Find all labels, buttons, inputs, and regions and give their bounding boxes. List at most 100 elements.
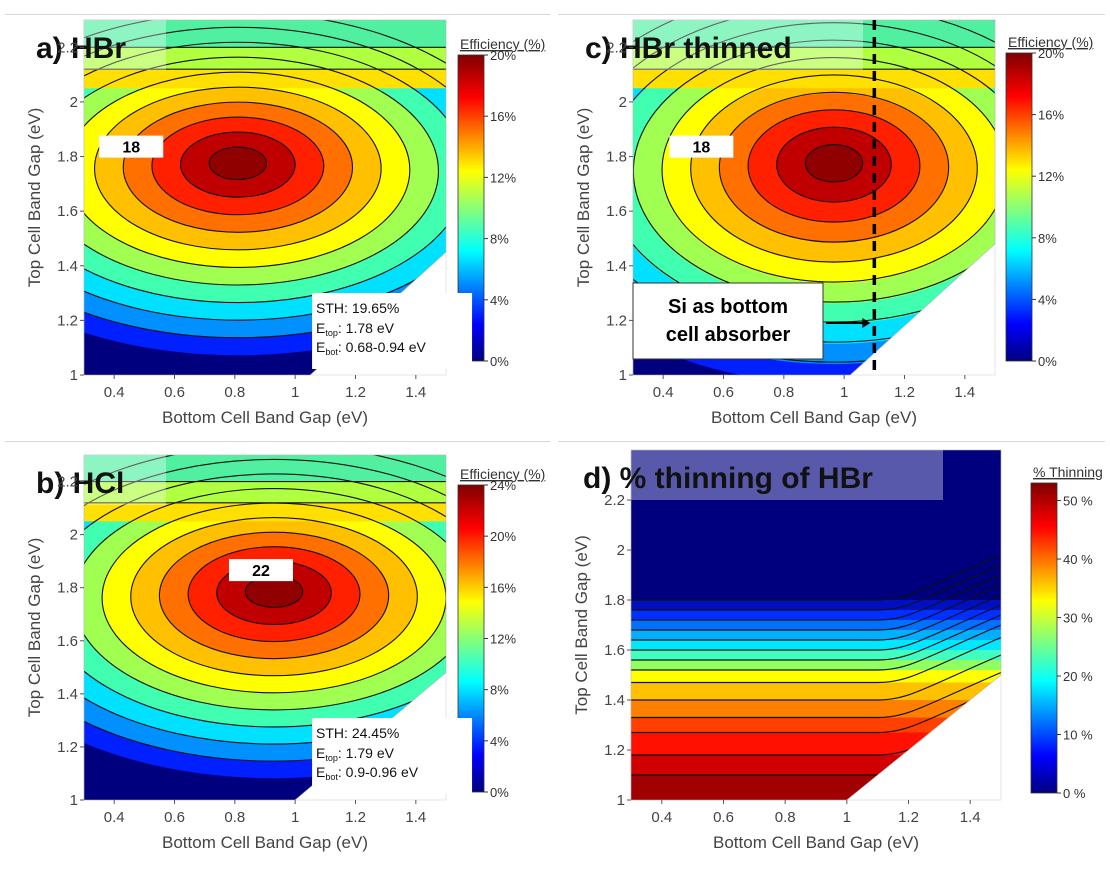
x-tick-label: 1.4 [405,809,426,826]
energy-annotation: Ebot: 0.68-0.94 eV [316,339,426,357]
y-tick-label: 1.2 [57,739,78,756]
colorbar-tick-label: 24% [490,478,516,493]
y-axis-label: Top Cell Band Gap (eV) [25,108,44,288]
colorbar-tick-label: 0% [490,354,509,369]
chart-panel-d: d) % thinning of HBr 0.4 0.6 0.8 1 1.2 1.4 1 1.2… [555,445,1110,864]
y-tick-label: 1.6 [606,203,627,220]
divider-line [558,14,1105,15]
y-tick-label: 1.4 [57,258,78,275]
colorbar-tick-label: 4% [490,734,509,749]
x-tick-label: 1 [843,809,851,826]
divider-line [5,14,550,15]
colorbar-tick-label: 12% [490,632,516,647]
colorbar-title: Efficiency (%) [460,466,545,482]
y-axis-label: Top Cell Band Gap (eV) [25,538,44,718]
y-tick-label: 1.4 [604,692,625,709]
x-tick-label: 1.2 [898,809,919,826]
y-tick-label: 2 [70,527,78,544]
sth-value: STH: 19.65% [316,300,399,316]
panel-label: c) HBr thinned [585,32,792,65]
y-tick-label: 1.2 [604,742,625,759]
x-tick-label: 1 [840,384,848,401]
x-tick-label: 0.8 [775,809,796,826]
colorbar-tick-label: 12% [1038,169,1064,184]
y-tick-label: 2.2 [57,474,78,491]
chart-panel-c: c) HBr thinned 18 0.4 0.6 0.8 1 1.2 1.4 1 1.2 1.4 1… [555,15,1110,435]
x-axis-label: Bottom Cell Band Gap (eV) [711,408,917,427]
colorbar-tick-label: 16% [490,580,516,595]
divider-line [5,441,550,442]
chart-svg-b: b) HCl 22 0.4 0.6 0.8 1 1.2 1.4 1 1.2 1.4 1.6 1.8 2 2.… [25,454,545,852]
x-tick-label: 0.6 [164,809,185,826]
y-tick-label: 1.8 [57,149,78,166]
chart-panel-a: a) HBr 18 0.4 0.6 0.8 1 1.2 1.4 1 1.2 1.4 1.6 1.8 2 2.… [0,15,552,435]
energy-annotation: Etop: 1.78 eV [316,320,395,338]
divider-line [558,441,1105,442]
y-tick-label: 1.2 [57,312,78,329]
y-tick-label: 1.8 [606,149,627,166]
y-tick-label: 2 [619,94,627,111]
colorbar-tick-label: 4% [490,293,509,308]
y-tick-label: 1.8 [604,592,625,609]
chart-svg-d: d) % thinning of HBr 0.4 0.6 0.8 1 1.2 1.4 1 1.2… [572,449,1103,852]
colorbar-tick-label: 4% [1038,292,1057,307]
y-tick-label: 2.2 [606,39,627,56]
x-axis-label: Bottom Cell Band Gap (eV) [162,833,368,852]
x-tick-label: 0.6 [164,384,185,401]
energy-annotation: Ebot: 0.9-0.96 eV [316,764,419,782]
colorbar-tick-label: 40 % [1063,552,1093,567]
peak-label: 18 [122,140,140,157]
peak-label-box [99,135,164,158]
x-tick-label: 1.2 [345,809,366,826]
x-tick-label: 0.6 [713,384,734,401]
colorbar-tick-label: 16% [1038,108,1064,123]
colorbar-title: % Thinning [1033,464,1103,480]
y-axis-label: Top Cell Band Gap (eV) [574,108,593,288]
y-tick-label: 1 [70,792,78,809]
y-tick-label: 1.6 [604,642,625,659]
heatmap-field [633,20,995,375]
x-tick-label: 0.8 [224,809,245,826]
y-tick-label: 2 [617,542,625,559]
colorbar-title: Efficiency (%) [1008,34,1093,50]
x-tick-label: 0.4 [651,809,672,826]
energy-annotation: Etop: 1.79 eV [316,745,395,763]
y-tick-label: 1.4 [57,686,78,703]
y-tick-label: 1 [70,367,78,384]
y-tick-label: 2.2 [604,492,625,509]
si-label-box [632,282,824,360]
colorbar-tick-label: 8% [490,232,509,247]
si-label: Si as bottom [668,296,788,318]
y-tick-label: 2 [70,94,78,111]
colorbar-tick-label: 0% [490,785,509,800]
colorbar-tick-label: 0 % [1063,786,1086,801]
x-tick-label: 1 [291,809,299,826]
x-tick-label: 1.4 [954,384,975,401]
panel-label-box [84,455,166,505]
panel-label: b) HCl [36,467,124,500]
colorbar-tick-label: 12% [490,170,516,185]
panel-label-box [84,20,166,70]
colorbar-tick-label: 10 % [1063,728,1093,743]
panel-label-box [633,20,863,70]
sth-annotation-box [312,293,473,369]
peak-label-box [669,135,734,158]
colorbar-tick-label: 50 % [1063,494,1093,509]
peak-label: 18 [692,140,710,157]
heatmap-field [84,20,446,375]
chart-panel-b: b) HCl 22 0.4 0.6 0.8 1 1.2 1.4 1 1.2 1.4 1.6 1.8 2 2.… [0,445,552,864]
colorbar-tick-label: 20 % [1063,669,1093,684]
colorbar [1005,52,1033,362]
chart-svg-a: a) HBr 18 0.4 0.6 0.8 1 1.2 1.4 1 1.2 1.4 1.6 1.8 2 2.… [25,19,545,427]
y-tick-label: 1.6 [57,633,78,650]
x-tick-label: 1.4 [960,809,981,826]
x-tick-label: 0.8 [224,384,245,401]
x-tick-label: 0.8 [773,384,794,401]
y-tick-label: 1 [617,792,625,809]
colorbar-tick-label: 16% [490,109,516,124]
colorbar-title: Efficiency (%) [460,36,545,52]
x-tick-label: 0.4 [104,384,125,401]
colorbar-tick-label: 8% [490,683,509,698]
y-tick-label: 1.2 [606,312,627,329]
x-tick-label: 0.4 [104,809,125,826]
